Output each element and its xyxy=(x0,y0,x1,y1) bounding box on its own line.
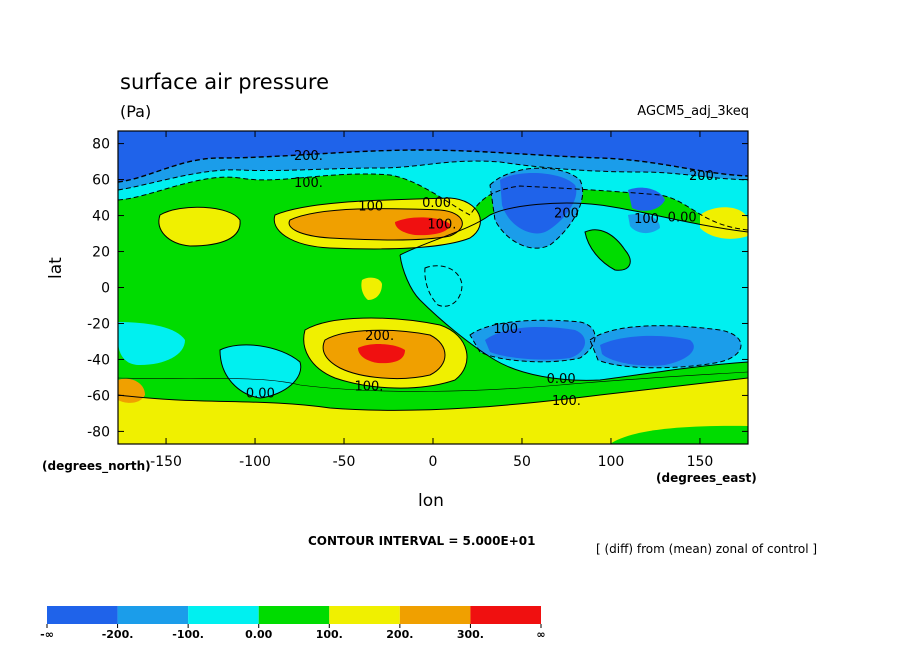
contour-interval: CONTOUR INTERVAL = 5.000E+01 xyxy=(308,534,536,548)
y-axis-unit: (degrees_north) xyxy=(42,459,151,473)
legend-swatch xyxy=(117,606,189,624)
contour-label: 100. xyxy=(552,394,581,409)
y-tick-label: 40 xyxy=(92,209,110,225)
contour-label: 200. xyxy=(365,329,394,344)
legend-swatch xyxy=(399,606,471,624)
contour-label: 100. xyxy=(493,322,522,337)
contour-labels: 200. 100. 100 0.00 100. 200 100 0.00 200. 200. 100… xyxy=(246,149,718,409)
legend-label: 100. xyxy=(316,628,343,641)
x-axis-label: lon xyxy=(418,491,444,511)
legend-label: -∞ xyxy=(40,628,54,641)
x-tick-label: 50 xyxy=(513,454,531,470)
contour-label: 0.00 xyxy=(547,372,576,387)
x-tick-label: 100 xyxy=(598,454,625,470)
legend-label: 300. xyxy=(457,628,484,641)
legend-swatch xyxy=(258,606,330,624)
legend-swatch xyxy=(329,606,400,624)
y-tick-label: 60 xyxy=(92,173,110,189)
legend-swatch xyxy=(188,606,259,624)
contour-label: 0.00 xyxy=(422,196,451,211)
contour-label: 200. xyxy=(689,169,718,184)
y-tick-label: -40 xyxy=(87,352,110,368)
chart-units: (Pa) xyxy=(120,102,152,121)
contour-label: 100. xyxy=(427,218,456,233)
x-axis-unit: (degrees_east) xyxy=(656,471,757,485)
legend-label: -200. xyxy=(102,628,134,641)
y-tick-label: 20 xyxy=(92,245,110,261)
chart-title: surface air pressure xyxy=(120,70,330,94)
y-tick-label: -60 xyxy=(87,388,110,404)
diff-note: [ (diff) from (mean) zonal of control ] xyxy=(596,542,818,556)
contour-label: 100. xyxy=(354,379,383,394)
legend-label: 0.00 xyxy=(245,628,272,641)
x-tick-label: 0 xyxy=(429,454,438,470)
legend-swatch xyxy=(47,606,118,624)
contour-label: 0.00 xyxy=(668,210,697,225)
contour-label: 200 xyxy=(554,207,579,222)
y-tick-label: 80 xyxy=(92,137,110,153)
legend-swatch xyxy=(470,606,541,624)
y-tick-label: -20 xyxy=(87,316,110,332)
legend-label: ∞ xyxy=(536,628,545,641)
contour-fill xyxy=(118,131,748,444)
colorbar-legend: -∞ -200. -100. 0.00 100. 200. 300. ∞ xyxy=(40,606,546,641)
y-axis-label: lat xyxy=(46,257,66,279)
x-tick-label: 150 xyxy=(687,454,714,470)
contour-label: 100. xyxy=(294,176,323,191)
legend-label: 200. xyxy=(386,628,413,641)
contour-label: 100 xyxy=(634,212,659,227)
contour-lines xyxy=(118,149,748,411)
contour-label: 200. xyxy=(294,149,323,164)
contour-label: 0.00 xyxy=(246,387,275,402)
y-tick-label: 0 xyxy=(101,281,110,297)
x-tick-label: -150 xyxy=(150,454,182,470)
run-name: AGCM5_adj_3keq xyxy=(637,104,749,119)
x-tick-label: -50 xyxy=(333,454,356,470)
legend-label: -100. xyxy=(172,628,204,641)
contour-label: 100 xyxy=(358,200,383,215)
x-axis: -150 -100 -50 0 50 100 150 xyxy=(150,131,713,470)
y-tick-label: -80 xyxy=(87,424,110,440)
x-tick-label: -100 xyxy=(239,454,271,470)
